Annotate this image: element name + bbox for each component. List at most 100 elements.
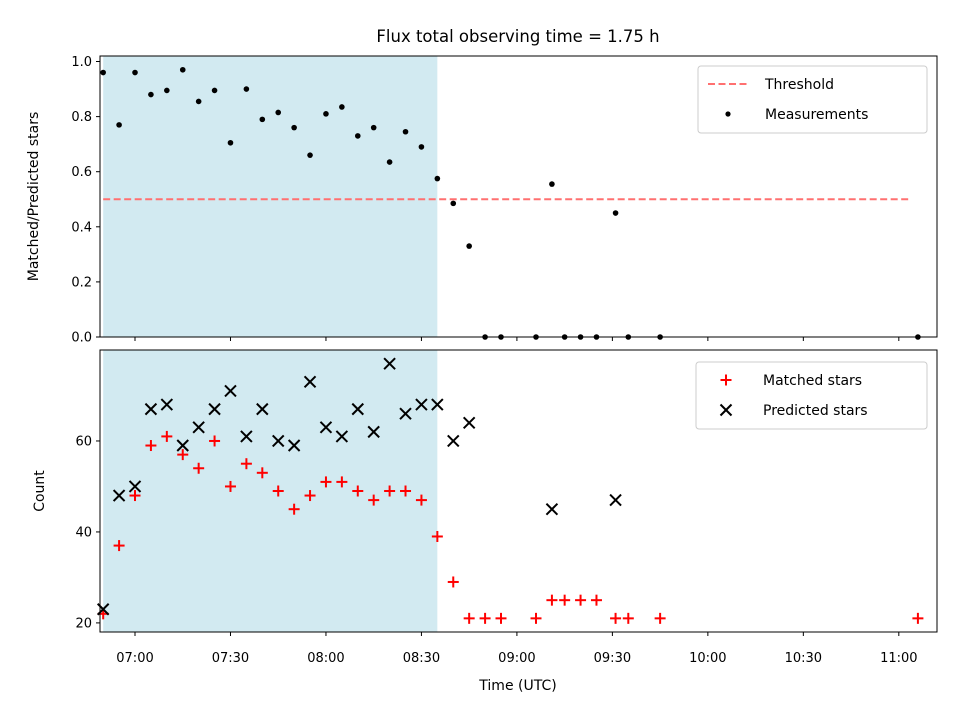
ratio-x-tick-marks [134, 337, 900, 341]
matched-star-point [288, 503, 300, 515]
predicted-star-point-b [462, 416, 476, 429]
shaded-region-bottom [103, 350, 438, 632]
matched-star-point [129, 490, 141, 502]
measurement-point [339, 104, 345, 110]
measurement-point [434, 175, 441, 182]
time-x-tick-label: 07:00 [116, 651, 153, 666]
ratio-legend: Threshold Measurements [697, 65, 928, 134]
predicted-star-point [335, 430, 349, 443]
predicted-star-point-b [609, 493, 622, 507]
matched-star-point [400, 485, 412, 497]
time-x-tick-label: 09:00 [498, 651, 535, 666]
time-x-axis: 07:00 07:30 08:00 08:30 09:00 09:30 10:00 10:30… [116, 632, 918, 666]
measurement-point [116, 122, 122, 128]
matched-star-point [320, 476, 332, 488]
measurement-point [418, 144, 425, 150]
matched-star-point [575, 594, 587, 606]
predicted-star-point [367, 425, 380, 439]
matched-star-point [272, 485, 284, 497]
matched-star-point [431, 530, 443, 542]
shaded-region-top [103, 56, 438, 337]
legend-matched-label: Matched stars [763, 373, 862, 389]
predicted-star-point [319, 421, 333, 434]
measurement-point [132, 69, 138, 76]
predicted-star-point-b [447, 434, 460, 448]
measurement-point [612, 210, 619, 216]
matched-star-point [336, 476, 348, 488]
legend-predicted-swatch [719, 403, 733, 417]
predicted-star-point-b [399, 407, 412, 420]
legend-predicted-marker-b [719, 403, 733, 417]
predicted-star-point [383, 357, 396, 370]
measurement-point [195, 98, 202, 105]
measurement-point [211, 87, 218, 94]
matched-star-point [654, 612, 666, 624]
ratio-y-axis-label: Matched/Predicted stars [26, 112, 42, 282]
observing-window-shade-bottom [103, 350, 438, 632]
matched-star-point [256, 467, 268, 479]
predicted-star-point [112, 489, 126, 502]
count-y-tick-label: 60 [75, 434, 92, 449]
measurement-point [549, 181, 555, 187]
count-y-tick-label: 40 [75, 525, 92, 540]
measurement-point [354, 133, 361, 139]
matched-star-point [622, 612, 634, 624]
time-x-tick-label: 10:00 [689, 651, 726, 666]
measurement-point [370, 124, 377, 131]
measurement-point [291, 124, 297, 131]
time-x-tick-label: 11:00 [880, 651, 917, 666]
matched-star-point [224, 480, 236, 492]
matched-star-point [177, 449, 189, 461]
matched-star-point [193, 462, 205, 474]
predicted-star-point-b [224, 384, 237, 398]
time-x-tick-label: 07:30 [212, 651, 249, 666]
matched-star-point [145, 440, 157, 452]
matched-star-point [113, 540, 125, 552]
matched-star-point [463, 612, 475, 624]
predicted-star-point [545, 502, 559, 516]
predicted-star-point-b [160, 398, 174, 411]
ratio-y-tick-label: 0.4 [71, 220, 92, 235]
ratio-y-tick-label: 0.2 [71, 275, 92, 290]
predicted-star-point [256, 402, 269, 416]
predicted-star-point [192, 421, 205, 434]
measurement-point [466, 243, 472, 249]
legend-matched-swatch [720, 374, 732, 386]
matched-star-point [479, 612, 491, 624]
predicted-star-point [208, 402, 221, 416]
predicted-star-point-b [351, 402, 364, 416]
predicted-star-point [609, 493, 622, 507]
predicted-star-point-b [128, 480, 142, 493]
predicted-star-point [176, 439, 189, 452]
chart-title: Flux total observing time = 1.75 h [376, 27, 659, 46]
predicted-star-point-b [335, 430, 349, 443]
measurement-point [402, 128, 409, 135]
time-x-tick-label: 09:30 [594, 651, 631, 666]
measurement-point [450, 200, 457, 207]
time-x-tick-label: 08:00 [307, 651, 344, 666]
matched-star-point [546, 594, 558, 606]
count-y-axis-label: Count [32, 470, 48, 512]
ratio-panel: 0.0 0.2 0.4 0.6 0.8 1.0 Matched/Predicted sta… [26, 55, 938, 346]
predicted-star-point [144, 402, 158, 416]
predicted-star-point [447, 434, 460, 448]
observing-window-shade-top [103, 56, 438, 337]
matched-star-point [161, 430, 173, 442]
matched-star-point [495, 612, 507, 624]
predicted-star-point [399, 407, 412, 420]
ratio-y-tick-label: 0.0 [71, 331, 92, 346]
measurement-point [243, 86, 250, 92]
measurement-point [148, 91, 154, 98]
predicted-star-point-b [208, 402, 221, 416]
predicted-star-point [224, 384, 237, 398]
predicted-star-point-b [272, 434, 285, 448]
count-panel: 20 40 60 07:00 07:30 08:00 08:30 09:00 09:30 10:… [32, 349, 938, 694]
matched-star-point [209, 435, 221, 447]
matched-star-point [912, 612, 924, 624]
count-plot-marks [96, 357, 924, 624]
measurement-point [275, 109, 282, 116]
legend-threshold-label: Threshold [764, 77, 834, 93]
matched-star-point [384, 485, 396, 497]
predicted-star-point [303, 375, 317, 389]
